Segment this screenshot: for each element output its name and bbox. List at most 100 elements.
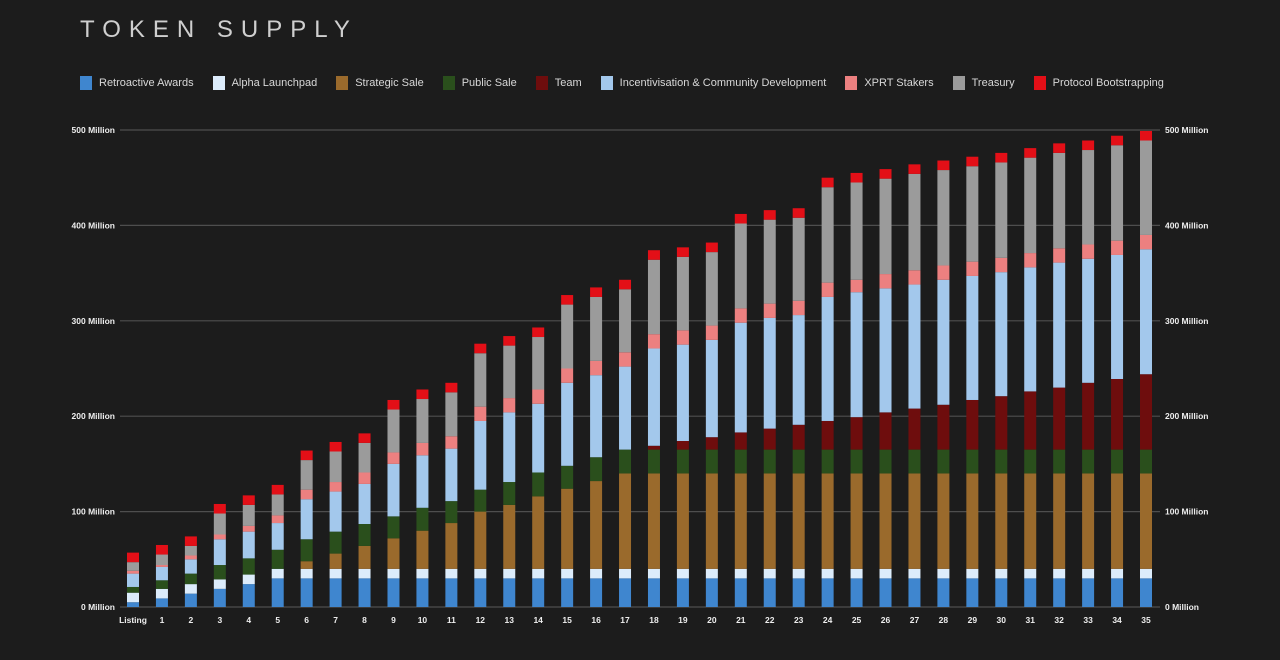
bar-segment: [416, 455, 429, 508]
bar-segment: [705, 339, 718, 438]
bar-segment: [995, 162, 1008, 258]
bar-segment: [995, 152, 1008, 163]
bar-segment: [879, 288, 892, 413]
legend-item[interactable]: XPRT Stakers: [845, 76, 934, 90]
bar-segment: [1082, 150, 1095, 245]
bar-segment: [1140, 249, 1152, 375]
bar-segment: [879, 449, 892, 474]
bar-segment: [705, 473, 718, 569]
bar-segment: [387, 516, 400, 539]
legend-label: XPRT Stakers: [864, 77, 934, 89]
bar-segment: [734, 223, 747, 309]
bar-segment: [358, 545, 371, 569]
bar-segment: [995, 257, 1008, 273]
bar-segment: [1111, 578, 1124, 607]
bar-segment: [850, 473, 863, 569]
bar-segment: [821, 449, 834, 474]
legend-item[interactable]: Protocol Bootstrapping: [1033, 76, 1164, 90]
bar-segment: [503, 504, 516, 569]
bar-segment: [879, 473, 892, 569]
legend-item[interactable]: Strategic Sale: [336, 76, 424, 90]
bar-segment: [445, 382, 458, 393]
bar-segment: [329, 531, 342, 554]
legend-item[interactable]: Treasury: [952, 76, 1015, 90]
legend-item[interactable]: Public Sale: [442, 76, 517, 90]
bar-segment: [647, 449, 660, 474]
bar-segment: [1111, 145, 1124, 241]
legend-label: Alpha Launchpad: [231, 77, 318, 89]
bar-segment: [590, 481, 603, 569]
bar-segment: [966, 156, 979, 167]
bar-segment: [619, 449, 632, 474]
bar-segment: [995, 449, 1008, 474]
bar-segment: [242, 531, 255, 559]
bar-segment: [474, 578, 487, 607]
legend-swatch: [952, 76, 965, 90]
bar-segment: [127, 562, 139, 571]
bar-segment: [358, 524, 371, 546]
bar-segment: [1053, 248, 1066, 263]
y-tick-label-right: 200 Million: [1165, 411, 1208, 421]
x-tick-label: 21: [736, 615, 746, 625]
bar-segment: [300, 489, 313, 500]
bar-segment: [155, 566, 168, 581]
legend-item[interactable]: Retroactive Awards: [80, 76, 194, 90]
bar-segment: [1024, 391, 1037, 450]
bar-segment: [1082, 473, 1095, 569]
bar-segment: [242, 504, 255, 526]
legend-swatch: [336, 76, 349, 90]
bar-segment: [966, 473, 979, 569]
bar-segment: [821, 578, 834, 607]
bar-segment: [1024, 578, 1037, 607]
bar-segment: [474, 343, 487, 354]
bar-segment: [1024, 253, 1037, 268]
bar-segment: [213, 503, 226, 514]
bar-segment: [879, 169, 892, 179]
bar-segment: [1082, 568, 1095, 579]
bar-segment: [242, 558, 255, 575]
bar-segment: [676, 568, 689, 579]
bar-segment: [850, 279, 863, 293]
bar-segment: [619, 279, 632, 290]
legend-label: Strategic Sale: [355, 77, 424, 89]
legend-item[interactable]: Alpha Launchpad: [212, 76, 318, 90]
bar-segment: [242, 525, 255, 532]
bar-segment: [676, 473, 689, 569]
y-tick-label-left: 500 Million: [72, 125, 115, 135]
bar-segment: [850, 292, 863, 418]
bar-segment: [850, 172, 863, 183]
x-tick-label: 9: [391, 615, 396, 625]
bar-segment: [503, 336, 516, 346]
bar-segment: [271, 523, 284, 550]
bar-segment: [445, 568, 458, 579]
bar-segment: [590, 296, 603, 361]
bar-segment: [850, 417, 863, 450]
bar-segment: [590, 287, 603, 297]
bar-segment: [445, 436, 458, 449]
bar-segment: [792, 578, 805, 607]
bar-segment: [155, 598, 168, 607]
bar-segment: [619, 473, 632, 569]
bar-segment: [561, 368, 574, 383]
y-tick-label-left: 0 Million: [81, 602, 115, 612]
bar-segment: [561, 382, 574, 466]
bar-segment: [937, 568, 950, 579]
bar-segment: [763, 317, 776, 429]
bar-segment: [937, 578, 950, 607]
bar-segment: [155, 554, 168, 566]
bar-segment: [647, 250, 660, 260]
legend-item[interactable]: Incentivisation & Community Development: [600, 76, 826, 90]
bar-segment: [416, 399, 429, 443]
bar-segment: [127, 586, 139, 593]
x-tick-label: 24: [823, 615, 833, 625]
bar-segment: [387, 538, 400, 569]
bar-segment: [619, 352, 632, 367]
bar-segment: [474, 511, 487, 569]
x-tick-label: 32: [1054, 615, 1064, 625]
bar-segment: [647, 568, 660, 579]
legend-item[interactable]: Team: [535, 76, 582, 90]
bar-segment: [184, 545, 197, 556]
bar-segment: [561, 578, 574, 607]
bar-segment: [503, 345, 516, 399]
bar-segment: [995, 272, 1008, 397]
